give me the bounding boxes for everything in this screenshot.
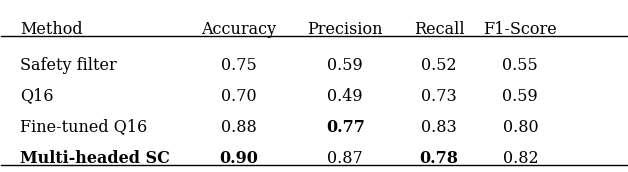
Text: 0.73: 0.73 [421,88,457,105]
Text: 0.83: 0.83 [421,119,457,136]
Text: Method: Method [20,22,83,39]
Text: 0.59: 0.59 [327,57,363,74]
Text: Q16: Q16 [20,88,53,105]
Text: 0.80: 0.80 [502,119,538,136]
Text: Recall: Recall [414,22,464,39]
Text: 0.88: 0.88 [221,119,257,136]
Text: 0.78: 0.78 [420,150,458,167]
Text: 0.52: 0.52 [421,57,457,74]
Text: 0.70: 0.70 [221,88,257,105]
Text: Safety filter: Safety filter [20,57,117,74]
Text: Precision: Precision [308,22,383,39]
Text: 0.75: 0.75 [221,57,257,74]
Text: 0.77: 0.77 [326,119,365,136]
Text: F1-Score: F1-Score [484,22,557,39]
Text: 0.82: 0.82 [502,150,538,167]
Text: Fine-tuned Q16: Fine-tuned Q16 [20,119,148,136]
Text: 0.59: 0.59 [502,88,538,105]
Text: 0.49: 0.49 [327,88,363,105]
Text: Accuracy: Accuracy [202,22,276,39]
Text: 0.90: 0.90 [220,150,258,167]
Text: 0.87: 0.87 [327,150,363,167]
Text: 0.55: 0.55 [502,57,538,74]
Text: Multi-headed SC: Multi-headed SC [20,150,170,167]
